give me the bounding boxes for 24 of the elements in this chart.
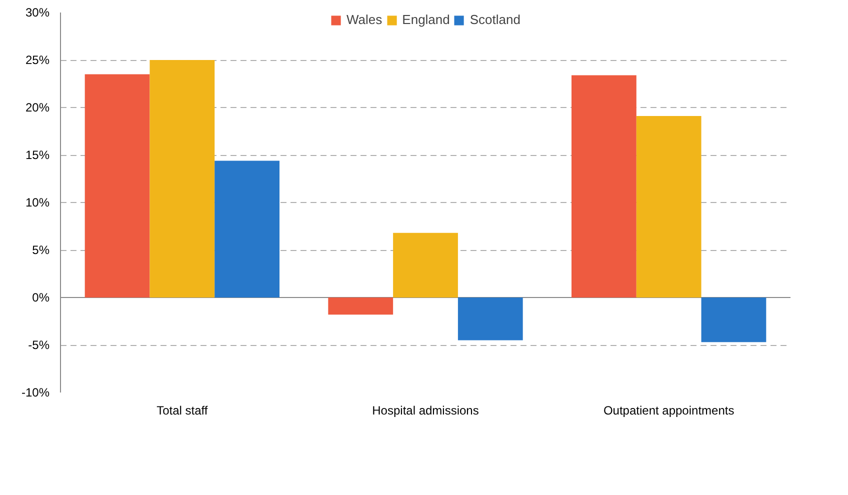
bar — [214, 160, 280, 298]
y-tick-label: 10% — [25, 196, 50, 210]
y-tick-label: -10% — [21, 386, 50, 400]
legend-label: England — [402, 12, 450, 27]
bar — [328, 298, 394, 315]
bar — [636, 116, 702, 298]
y-tick-label: 15% — [25, 148, 50, 162]
y-tick-label: 5% — [32, 243, 50, 257]
bar — [150, 60, 215, 298]
y-tick-label: 0% — [32, 290, 50, 304]
bar — [84, 74, 150, 298]
y-tick-label: 20% — [25, 100, 50, 114]
legend-label: Scotland — [470, 12, 520, 27]
bar — [701, 298, 766, 342]
bar — [572, 75, 636, 298]
y-tick-label: 25% — [25, 53, 50, 67]
x-tick-label: Total staff — [156, 404, 208, 418]
x-tick-label: Hospital admissions — [372, 404, 479, 418]
y-tick-label: -5% — [28, 338, 50, 352]
bar — [458, 298, 523, 340]
legend-label: Wales — [346, 12, 382, 27]
y-tick-label: 30% — [25, 6, 50, 20]
bar — [393, 232, 458, 298]
x-tick-label: Outpatient appointments — [603, 404, 734, 418]
